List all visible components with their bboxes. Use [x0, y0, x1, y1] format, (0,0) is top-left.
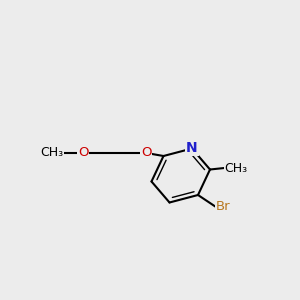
Text: Br: Br [216, 200, 231, 214]
Text: CH₃: CH₃ [40, 146, 63, 160]
Text: N: N [186, 142, 198, 155]
Text: O: O [141, 146, 152, 160]
Text: O: O [78, 146, 89, 160]
Text: CH₃: CH₃ [224, 161, 248, 175]
